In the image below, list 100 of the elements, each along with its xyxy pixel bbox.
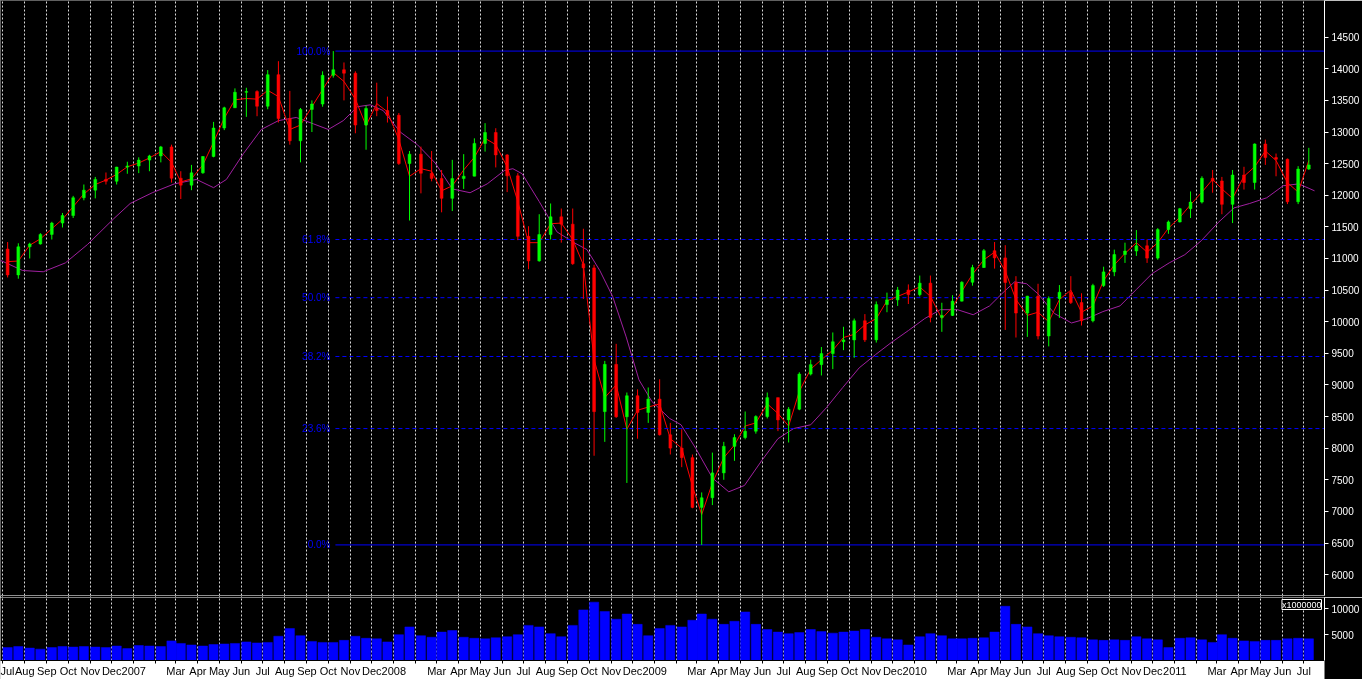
x-tick-label: Mar <box>427 664 447 677</box>
candlestick <box>1057 284 1062 319</box>
x-tick-label: Oct <box>840 664 858 677</box>
candlestick <box>680 428 684 468</box>
x-tick-label: Mar <box>166 664 186 677</box>
x-tick-label: May <box>469 664 491 677</box>
x-tick-label: 2010 <box>902 664 928 677</box>
candlestick <box>885 292 889 313</box>
candlestick <box>863 313 867 343</box>
x-tick-label: May <box>208 664 231 677</box>
x-tick-label: Sep <box>557 664 578 677</box>
candlestick <box>419 146 423 194</box>
x-tick-label: Nov <box>340 664 361 677</box>
series-label: 61.8% <box>302 234 331 246</box>
y-tick-label: 6000 <box>1331 569 1355 581</box>
candlestick <box>960 280 964 302</box>
x-tick-label: Apr <box>450 664 468 677</box>
y-tick-label: 10000 <box>1331 603 1360 615</box>
y-tick-label: 10500 <box>1331 285 1360 297</box>
candlestick <box>1123 242 1127 264</box>
candlestick <box>668 422 673 455</box>
x-tick-label: Mar <box>1207 664 1227 677</box>
x-tick-label: Nov <box>861 664 882 677</box>
candlestick <box>93 176 97 199</box>
x-tick-label: Apr <box>970 664 988 677</box>
candlestick <box>407 150 412 222</box>
y-tick-label: 14000 <box>1331 63 1360 75</box>
y-tick-label: 8500 <box>1331 411 1355 423</box>
candlestick <box>1307 147 1311 171</box>
candlestick <box>940 302 944 333</box>
candlestick <box>918 275 922 297</box>
y-tick-label: 13500 <box>1331 95 1360 107</box>
series-label: 50.0% <box>302 292 331 304</box>
candlestick <box>982 248 986 269</box>
y-tick-label: 11000 <box>1331 253 1359 265</box>
x-tick-label: Nov <box>1121 664 1142 677</box>
x-tick-label: May <box>1249 664 1272 677</box>
candlestick <box>819 346 824 376</box>
y-tick-label: 7000 <box>1331 506 1355 518</box>
x-tick-label: Dec <box>101 664 122 677</box>
candlestick <box>450 159 454 212</box>
series-label: 38.2% <box>302 350 331 362</box>
candlestick <box>1079 292 1084 327</box>
x-tick-label: Jul <box>255 664 270 677</box>
candlestick <box>895 286 900 307</box>
y-tick-label: 9000 <box>1331 379 1355 391</box>
series-label: 0.0% <box>307 539 331 551</box>
y-tick-label: 8000 <box>1331 443 1355 455</box>
x-tick-label: May <box>989 664 1012 677</box>
x-tick-label: Jun <box>493 664 512 677</box>
candlestick <box>1134 229 1139 257</box>
y-tick-label: 6500 <box>1331 538 1355 550</box>
series-label: 23.6% <box>302 423 331 435</box>
x-tick-label: Jun <box>1013 664 1032 677</box>
x-tick-label: 2011 <box>1163 664 1187 677</box>
x-tick-label: Jun <box>1273 664 1292 677</box>
candlestick <box>189 164 194 191</box>
candlestick <box>364 104 368 151</box>
x-tick-label: Sep <box>1078 664 1098 677</box>
x-tick-label: Oct <box>1100 664 1118 677</box>
x-tick-label: Dec <box>1142 664 1164 677</box>
x-tick-label: Oct <box>319 664 337 677</box>
candlestick <box>179 170 183 200</box>
x-tick-label: Nov <box>80 664 101 677</box>
x-tick-label: Jul <box>776 664 791 677</box>
x-tick-label: Jun <box>753 664 772 677</box>
x-tick-label: 2009 <box>642 664 667 677</box>
candlestick <box>992 241 997 270</box>
x-tick-label: Aug <box>275 664 295 677</box>
x-tick-label: Dec <box>361 664 383 677</box>
candlestick <box>375 82 379 117</box>
candlestick <box>765 392 769 419</box>
x-tick-label: Oct <box>580 664 598 677</box>
y-tick-label: 7500 <box>1331 474 1355 486</box>
candlestick <box>743 411 747 440</box>
candlestick <box>255 89 259 117</box>
candlestick <box>970 264 975 287</box>
candlestick <box>505 153 509 193</box>
x-tick-label: Apr <box>189 664 207 677</box>
candlestick <box>1025 295 1030 338</box>
x-tick-label: Nov <box>601 664 622 677</box>
candlestick <box>310 99 314 133</box>
candlestick <box>581 228 586 300</box>
candlestick <box>852 318 856 359</box>
y-tick-label: 10000 <box>1331 316 1360 328</box>
candlestick <box>841 326 846 351</box>
x-tick-label: Mar <box>947 664 967 677</box>
candlestick <box>439 169 444 213</box>
candlestick <box>483 122 487 153</box>
candlestick <box>1220 176 1224 215</box>
candlestick <box>288 90 292 146</box>
x-tick-label: Apr <box>710 664 728 677</box>
x-tick-label: Aug <box>535 664 556 677</box>
candlestick <box>1263 139 1268 166</box>
candlestick <box>646 386 650 424</box>
series-label: 100.0% <box>296 45 331 57</box>
candlestick <box>1200 175 1204 204</box>
candlestick <box>625 392 629 484</box>
candlestick <box>233 87 237 109</box>
candlestick <box>906 283 911 305</box>
